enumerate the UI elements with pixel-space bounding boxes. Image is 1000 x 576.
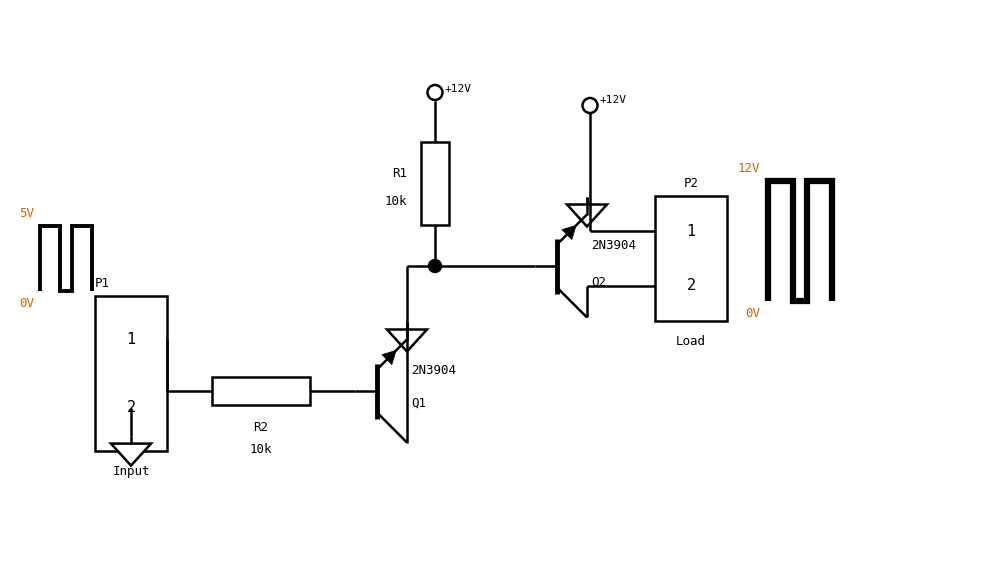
Bar xyxy=(95,296,167,451)
Text: 2N3904: 2N3904 xyxy=(411,364,456,377)
Text: 5V: 5V xyxy=(19,207,34,220)
Text: +12V: +12V xyxy=(600,95,627,105)
Bar xyxy=(655,196,727,321)
Text: Q2: Q2 xyxy=(591,276,606,289)
Text: 2: 2 xyxy=(686,279,696,294)
Polygon shape xyxy=(387,329,427,351)
Polygon shape xyxy=(382,350,396,365)
Text: 2: 2 xyxy=(126,400,136,415)
Text: 0V: 0V xyxy=(745,307,760,320)
Polygon shape xyxy=(562,225,576,240)
Text: 1: 1 xyxy=(126,332,136,347)
Text: R2: R2 xyxy=(254,421,268,434)
Polygon shape xyxy=(111,444,151,465)
Text: Input: Input xyxy=(112,465,150,478)
Text: 12V: 12V xyxy=(738,162,760,175)
Polygon shape xyxy=(567,204,607,226)
Circle shape xyxy=(582,98,598,113)
Text: R1: R1 xyxy=(392,167,407,180)
Text: P1: P1 xyxy=(95,277,110,290)
Text: 0V: 0V xyxy=(19,297,34,310)
Circle shape xyxy=(427,85,442,100)
Bar xyxy=(421,142,449,225)
Text: Load: Load xyxy=(676,335,706,348)
Text: P2: P2 xyxy=(684,177,699,190)
Bar xyxy=(212,377,310,405)
Text: Q1: Q1 xyxy=(411,397,426,410)
Text: 1: 1 xyxy=(686,223,696,238)
Text: +12V: +12V xyxy=(445,84,472,94)
Text: 10k: 10k xyxy=(384,195,407,208)
Text: 10k: 10k xyxy=(250,443,272,456)
Text: 2N3904: 2N3904 xyxy=(591,239,636,252)
Circle shape xyxy=(428,260,441,272)
